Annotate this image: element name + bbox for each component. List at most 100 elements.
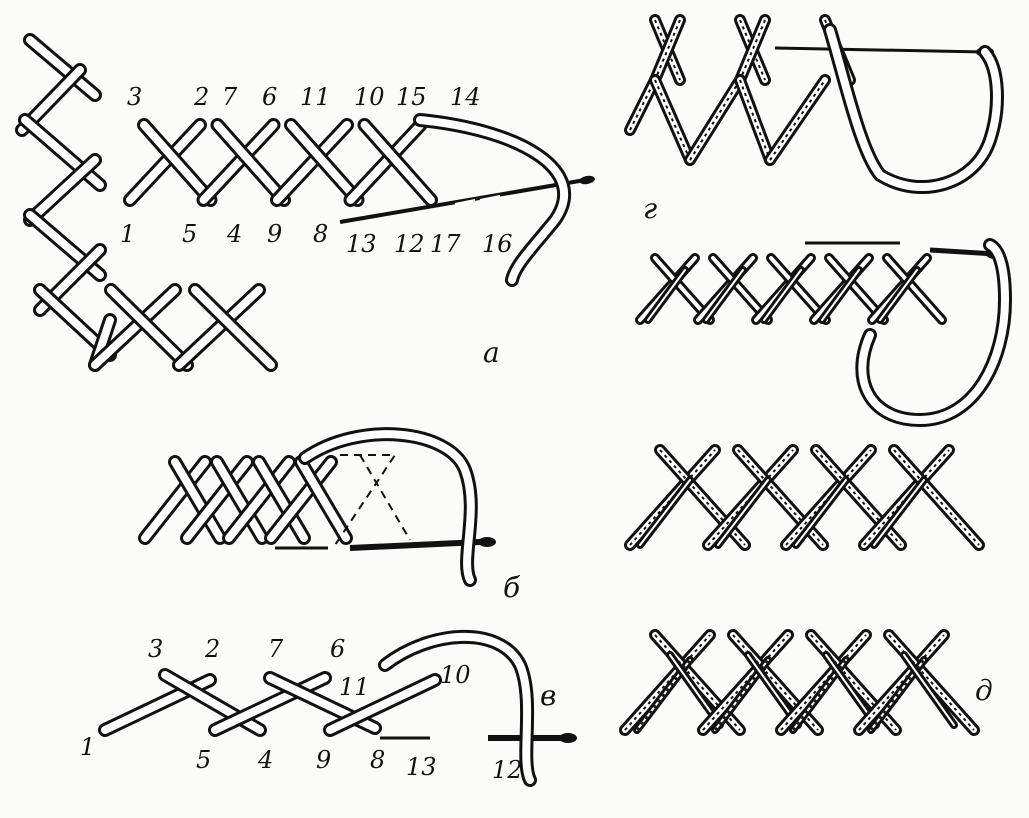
thread-stitch-fill xyxy=(705,269,744,321)
thread-stitch-fill xyxy=(717,479,769,546)
number-label: 13 xyxy=(346,230,377,258)
thread-stitch-fill xyxy=(737,17,768,83)
panel-g-stitches xyxy=(624,14,856,166)
thread-stitch-fill xyxy=(873,479,925,546)
thread-twist xyxy=(870,659,925,731)
panel-v-stitch-numbers: 3 2 7 6 11 10 1 5 4 9 8 13 12 xyxy=(80,635,523,784)
thread-stitch-fill xyxy=(26,156,99,224)
panel-v-stitches xyxy=(98,668,442,737)
thread-twist xyxy=(629,79,656,131)
number-label: 6 xyxy=(262,83,277,111)
number-label: 10 xyxy=(440,661,471,689)
number-label: 3 xyxy=(148,635,163,663)
thread-stitch-fill xyxy=(213,121,288,204)
thread-twist xyxy=(636,659,691,731)
panel-v-label: в xyxy=(540,679,556,712)
thread-stitch-fill xyxy=(903,654,955,726)
thread-stitch-fill xyxy=(885,256,944,322)
thread-twist xyxy=(689,79,741,161)
thread-stitch-fill xyxy=(199,121,278,204)
number-label: 10 xyxy=(354,83,385,111)
thread-stitch-fill xyxy=(107,286,191,369)
thread-stitch-fill xyxy=(255,458,308,542)
number-label: 7 xyxy=(268,635,284,663)
panel-a-label: а xyxy=(483,336,500,369)
number-label: 3 xyxy=(127,83,142,111)
thread-twist xyxy=(888,634,975,731)
thread-stitch-fill xyxy=(795,479,847,546)
panel-a-needle xyxy=(339,113,595,287)
thread-twist xyxy=(714,659,769,731)
thread-stitch-fill xyxy=(225,458,293,542)
number-label: 11 xyxy=(300,83,331,111)
panel-d-row1-stitches xyxy=(624,444,985,551)
number-label: 12 xyxy=(492,756,523,784)
number-label: 4 xyxy=(226,220,242,248)
number-label: 6 xyxy=(330,635,345,663)
thread-twist xyxy=(893,449,980,546)
thread-stitch-fill xyxy=(821,269,860,321)
number-label: 8 xyxy=(370,746,385,774)
number-label: 13 xyxy=(406,753,437,781)
number-label: 1 xyxy=(80,733,95,761)
thread-stitch-fill xyxy=(91,286,179,369)
number-label: 17 xyxy=(430,230,461,258)
panel-g-label: г xyxy=(643,192,657,225)
thread-stitch-fill xyxy=(213,458,266,542)
number-label: 14 xyxy=(450,83,481,111)
thread-stitch-fill xyxy=(26,36,99,99)
panel-b-stitches xyxy=(138,455,353,545)
number-label: 15 xyxy=(396,83,427,111)
thread-twist xyxy=(792,659,847,731)
thread-twist xyxy=(769,79,826,161)
thread-stitch-fill xyxy=(171,458,224,542)
thread-stitch-fill xyxy=(183,458,251,542)
number-label: 1 xyxy=(120,220,135,248)
number-label: 9 xyxy=(316,746,331,774)
thread-stitch-fill xyxy=(175,286,263,369)
thread-twist xyxy=(624,634,711,731)
number-label: 12 xyxy=(394,230,425,258)
thread-stitch-fill xyxy=(639,479,691,546)
thread-twist xyxy=(780,634,867,731)
thread-stitch-fill xyxy=(652,17,683,83)
thread-stitch-fill xyxy=(211,674,329,734)
thread-twist xyxy=(654,79,691,161)
panel-a-stitches xyxy=(15,33,438,372)
number-label: 7 xyxy=(222,83,238,111)
thread-stitch-fill xyxy=(141,458,209,542)
number-label: 2 xyxy=(204,635,220,663)
number-label: 16 xyxy=(482,230,513,258)
thread-stitch-fill xyxy=(287,121,362,204)
number-label: 11 xyxy=(339,673,370,701)
panel-b-needle xyxy=(275,427,496,587)
thread-stitch-fill xyxy=(126,121,204,204)
number-label: 5 xyxy=(196,746,211,774)
panel-g-needle xyxy=(774,23,1004,195)
thread-twist xyxy=(858,634,945,731)
thread-stitch-fill xyxy=(879,269,918,321)
thread-twist xyxy=(739,79,771,161)
thread-stitch-fill xyxy=(267,458,335,542)
thread-stitch-fill xyxy=(763,269,802,321)
thread-stitch-fill xyxy=(326,676,439,734)
thread-stitch-fill xyxy=(273,121,351,204)
thread-stitch-fill xyxy=(297,458,350,542)
thread-twist xyxy=(702,634,789,731)
panel-b-label: б xyxy=(503,571,521,604)
number-label: 9 xyxy=(267,220,282,248)
panel-d-row2-stitches xyxy=(619,629,980,736)
panel-d-label: д xyxy=(975,674,993,707)
thread-stitch-fill xyxy=(346,121,425,204)
panel-g-row2-stitches xyxy=(635,253,947,325)
number-label: 2 xyxy=(193,83,209,111)
panel-a-stitch-numbers: 3 2 7 6 11 10 15 14 1 5 4 9 8 13 12 17 1… xyxy=(120,83,513,258)
thread-stitch-fill xyxy=(191,286,275,369)
panel-v-needle xyxy=(378,629,577,787)
thread-stitch-fill xyxy=(647,269,686,321)
thread-stitch-fill xyxy=(140,121,215,204)
thread-stitch-fill xyxy=(360,121,435,204)
number-label: 5 xyxy=(182,220,197,248)
